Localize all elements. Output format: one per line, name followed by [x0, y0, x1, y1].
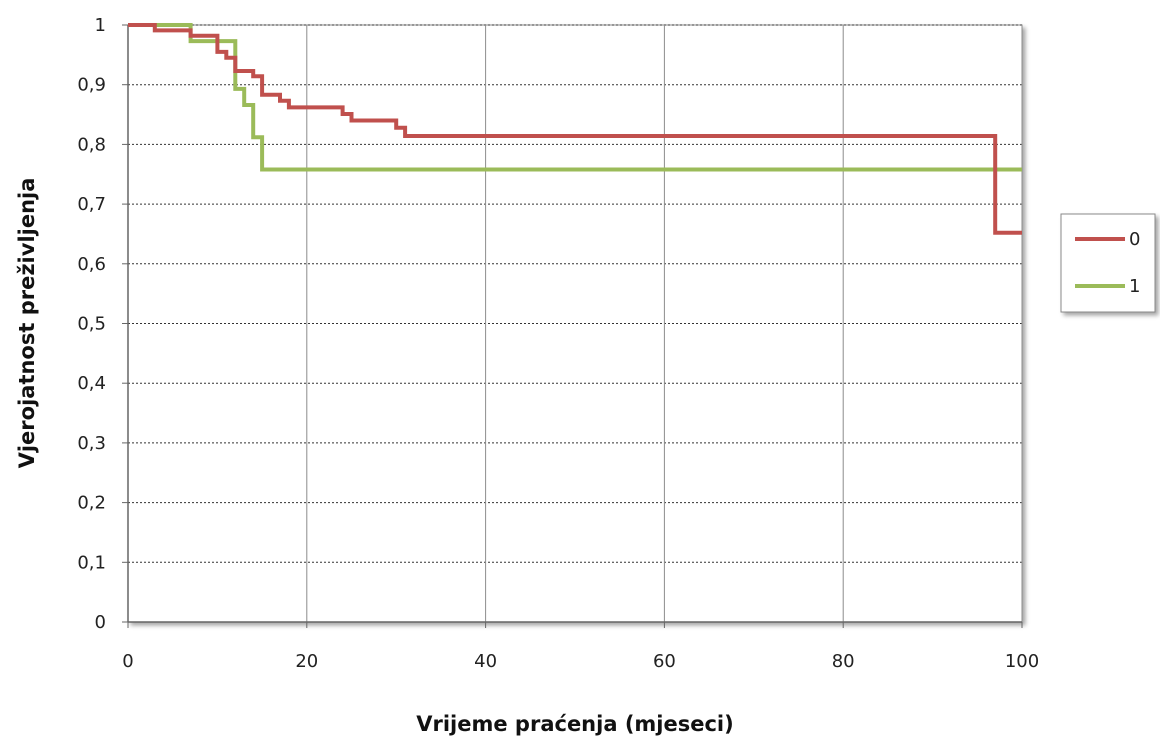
y-gridlines: [128, 24, 1022, 563]
x-tick-labels: 0 20 40 60 80 100: [122, 651, 1039, 672]
y-tick-label: 1: [95, 15, 106, 36]
y-tick-label: 0,7: [77, 194, 106, 215]
y-tick-label: 0,3: [77, 433, 106, 454]
y-tick-label: 0,9: [77, 75, 106, 96]
x-gridlines: [306, 25, 1023, 622]
legend: 01: [1060, 213, 1156, 313]
y-tick-label: 0,2: [77, 493, 106, 514]
x-tick-label: 40: [474, 651, 497, 672]
y-tick-label: 0,8: [77, 134, 106, 155]
x-tick-label: 80: [832, 651, 855, 672]
legend-label-1: 1: [1129, 276, 1140, 297]
x-tick-label: 20: [295, 651, 318, 672]
series-line-1: [128, 23, 1022, 172]
legend-box: [1060, 213, 1156, 313]
x-tick-label: 60: [653, 651, 676, 672]
axes: [122, 24, 1023, 628]
plot-area: [127, 24, 1023, 623]
x-tick-label: 100: [1005, 651, 1039, 672]
y-tick-label: 0,6: [77, 254, 106, 275]
series-lines: [128, 23, 1022, 235]
series-line-0: [128, 23, 1022, 235]
y-tick-label: 0: [95, 612, 106, 633]
y-tick-labels: 0 0,1 0,2 0,3 0,4 0,5 0,6 0,7 0,8 0,9 1: [77, 15, 106, 633]
y-tick-label: 0,4: [77, 373, 106, 394]
legend-label-0: 0: [1129, 229, 1140, 250]
y-tick-label: 0,5: [77, 314, 106, 335]
y-axis-title: Vjerojatnost preživljenja: [15, 178, 39, 469]
y-tick-label: 0,1: [77, 552, 106, 573]
x-tick-label: 0: [122, 651, 133, 672]
x-axis-title: Vrijeme praćenja (mjeseci): [416, 712, 733, 736]
